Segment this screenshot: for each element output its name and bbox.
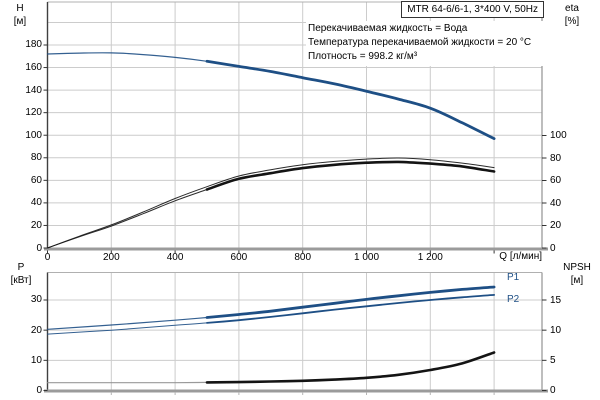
h-tick-label: 0 bbox=[36, 242, 42, 254]
p2-curve-bold bbox=[206, 294, 495, 324]
h-tick-label: 80 bbox=[30, 152, 42, 164]
p-tick-label: 0 bbox=[36, 385, 42, 396]
npsh-tick-label: 0 bbox=[550, 385, 556, 396]
q-axis-label: Q [л/мин] bbox=[499, 251, 542, 262]
p1-curve-bold bbox=[205, 285, 496, 319]
q-tick-label: 0 bbox=[44, 251, 51, 263]
npsh-tick-label: 5 bbox=[550, 354, 556, 366]
npsh-axis-name: NPSH bbox=[563, 262, 591, 273]
pump-title-box: MTR 64-6/6-1, 3*400 V, 50Hz bbox=[401, 1, 544, 18]
eta-tick-label: 40 bbox=[550, 197, 562, 209]
p-axis-title: P [кВт] bbox=[3, 261, 39, 287]
eta_pump_motor-curve-bold bbox=[205, 160, 496, 191]
npsh-axis-unit: [м] bbox=[570, 275, 584, 286]
eta-axis-unit: [%] bbox=[564, 16, 580, 27]
h-tick-label: 20 bbox=[30, 219, 42, 231]
npsh-curve-bold bbox=[205, 351, 496, 384]
h-tick-label: 60 bbox=[30, 174, 42, 186]
h-tick-label: 40 bbox=[30, 197, 42, 209]
h-tick-label: 100 bbox=[25, 129, 42, 141]
q-tick-label: 600 bbox=[230, 251, 248, 263]
eta-tick-label: 20 bbox=[550, 220, 562, 231]
h-axis-unit: [м] bbox=[13, 16, 27, 27]
q-tick-label: 1 000 bbox=[353, 251, 380, 263]
eta-tick-label: 80 bbox=[550, 152, 562, 164]
p2-curve-label: P2 bbox=[507, 294, 520, 305]
eta-tick-label: 60 bbox=[550, 175, 562, 186]
eta-tick-label: 100 bbox=[550, 130, 567, 141]
q-tick-label: 1 200 bbox=[417, 251, 443, 263]
npsh-tick-label: 15 bbox=[550, 294, 562, 306]
p-tick-label: 20 bbox=[30, 324, 42, 336]
p1-curve-label: P1 bbox=[507, 272, 520, 283]
eta-axis-title: eta [%] bbox=[554, 2, 590, 28]
info-line-fluid: Перекачиваемая жидкость = Вода bbox=[308, 23, 468, 34]
eta-tick-label: 0 bbox=[550, 242, 556, 254]
p-axis-name: P bbox=[17, 262, 25, 273]
p-tick-label: 10 bbox=[30, 354, 42, 366]
h-axis-title: H [м] bbox=[3, 2, 37, 28]
h-tick-label: 180 bbox=[25, 39, 42, 51]
h-tick-label: 140 bbox=[25, 84, 42, 96]
npsh-tick-label: 10 bbox=[550, 324, 562, 336]
p-tick-label: 30 bbox=[30, 294, 42, 306]
p-axis-unit: [кВт] bbox=[10, 275, 32, 286]
fluid-info-block: Перекачиваемая жидкость = Вода Температу… bbox=[306, 21, 544, 66]
npsh-axis-title: NPSH [м] bbox=[556, 261, 598, 287]
h-axis-name: H bbox=[16, 3, 24, 14]
h-tick-label: 120 bbox=[25, 107, 42, 119]
h-curve-bold bbox=[205, 59, 496, 140]
info-line-temperature: Температура перекачиваемой жидкости = 20… bbox=[308, 37, 532, 48]
q-tick-label: 800 bbox=[294, 251, 312, 263]
eta_pump-curve bbox=[47, 157, 495, 249]
q-tick-label: 400 bbox=[166, 251, 184, 263]
eta_pump_motor-curve bbox=[47, 161, 495, 249]
q-tick-label: 200 bbox=[102, 251, 120, 263]
h-tick-label: 160 bbox=[25, 62, 42, 74]
info-line-density: Плотность = 998.2 кг/м³ bbox=[308, 51, 418, 62]
eta-axis-name: eta bbox=[565, 3, 579, 14]
npsh-curve bbox=[46, 351, 495, 384]
